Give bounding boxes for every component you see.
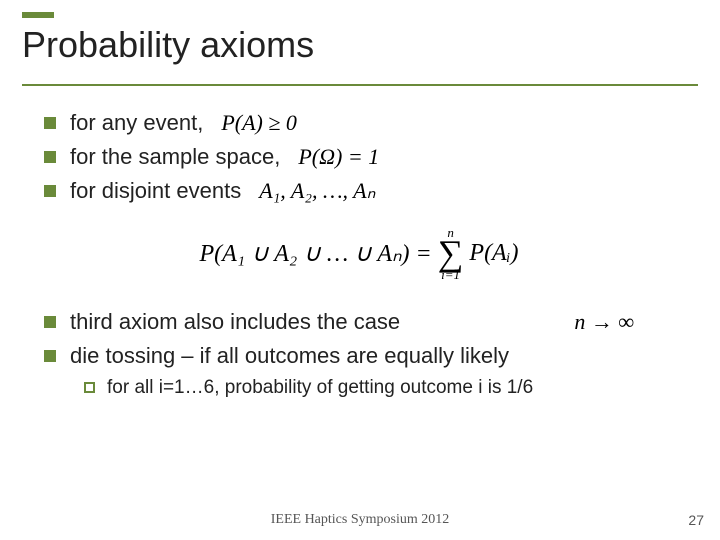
bullet-row: for disjoint events A₁, A₂, …, Aₙ <box>44 178 674 204</box>
page-number: 27 <box>688 512 704 528</box>
square-bullet-icon <box>44 151 56 163</box>
bullet-row: die tossing – if all outcomes are equall… <box>44 343 674 369</box>
summation-icon: n ∑ i=1 <box>438 226 464 281</box>
sigma-icon: ∑ <box>438 239 464 268</box>
square-bullet-icon <box>44 185 56 197</box>
bullet-text: for any event, <box>70 110 203 136</box>
math-expr: P(Ω) = 1 <box>298 144 379 170</box>
bullet-row: for any event, P(A) ≥ 0 <box>44 110 674 136</box>
sum-lower: i=1 <box>441 268 460 281</box>
formula: P(A₁ ∪ A₂ ∪ … ∪ Aₙ) = n ∑ i=1 P(Aᵢ) <box>199 226 518 281</box>
content-area: for any event, P(A) ≥ 0 for the sample s… <box>44 110 674 399</box>
sub-bullet-row: for all i=1…6, probability of getting ou… <box>84 377 674 399</box>
bullet-text: for the sample space, <box>70 144 280 170</box>
square-bullet-icon <box>44 316 56 328</box>
formula-block: P(A₁ ∪ A₂ ∪ … ∪ Aₙ) = n ∑ i=1 P(Aᵢ) <box>44 226 674 281</box>
math-expr: P(A) ≥ 0 <box>221 110 297 136</box>
math-expr: n → ∞ <box>574 309 674 335</box>
formula-right: P(Aᵢ) <box>469 240 518 267</box>
title-area: Probability axioms <box>22 18 698 86</box>
math-expr: A₁, A₂, …, Aₙ <box>259 178 375 204</box>
sub-bullet-text: for all i=1…6, probability of getting ou… <box>107 377 533 399</box>
slide-title: Probability axioms <box>22 24 698 66</box>
bullet-text: die tossing – if all outcomes are equall… <box>70 343 509 369</box>
bullet-row: for the sample space, P(Ω) = 1 <box>44 144 674 170</box>
hollow-square-bullet-icon <box>84 382 95 393</box>
bullet-text: for disjoint events <box>70 178 241 204</box>
formula-left: P(A₁ ∪ A₂ ∪ … ∪ Aₙ) = <box>199 239 431 268</box>
footer-text: IEEE Haptics Symposium 2012 <box>0 512 720 528</box>
bullet-row: third axiom also includes the case n → ∞ <box>44 309 674 335</box>
square-bullet-icon <box>44 117 56 129</box>
square-bullet-icon <box>44 350 56 362</box>
bullet-text: third axiom also includes the case <box>70 309 400 335</box>
